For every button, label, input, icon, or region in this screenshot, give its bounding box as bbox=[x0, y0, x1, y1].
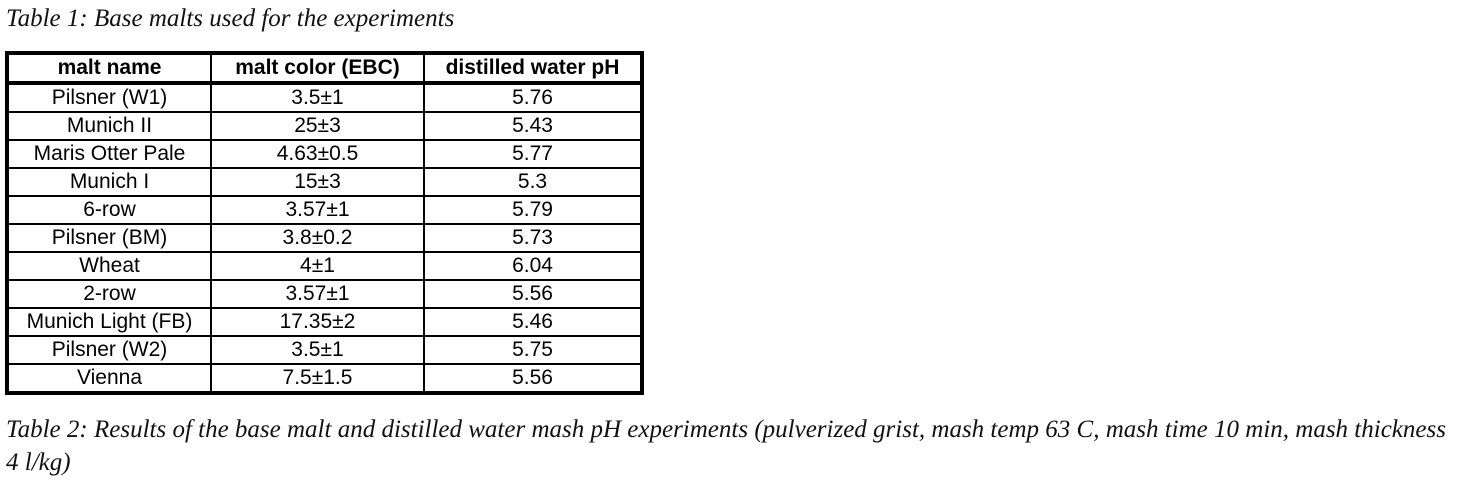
table-row: Munich I 15±3 5.3 bbox=[6, 167, 643, 197]
table-cell: 5.56 bbox=[423, 363, 643, 394]
table-cell: 6-row bbox=[6, 195, 212, 225]
table-cell: 5.73 bbox=[423, 223, 643, 253]
header-cell: malt name bbox=[6, 52, 212, 85]
table-row: Pilsner (BM) 3.8±0.2 5.73 bbox=[6, 223, 643, 253]
table-cell: 5.56 bbox=[423, 279, 643, 309]
table-row: Maris Otter Pale 4.63±0.5 5.77 bbox=[6, 139, 643, 169]
table: malt name malt color (EBC) distilled water… bbox=[5, 51, 644, 395]
table-cell: Pilsner (W1) bbox=[6, 82, 212, 113]
table-cell: 5.79 bbox=[423, 195, 643, 225]
table-cell: 5.3 bbox=[423, 167, 643, 197]
table-cell: 2-row bbox=[6, 279, 212, 309]
table-cell: Pilsner (BM) bbox=[6, 223, 212, 253]
table-cell: 5.43 bbox=[423, 111, 643, 141]
table-cell: Munich Light (FB) bbox=[6, 307, 212, 337]
table-cell: 7.5±1.5 bbox=[210, 363, 425, 394]
table-row: Pilsner (W1) 3.5±1 5.76 bbox=[6, 82, 643, 113]
table-cell: 3.5±1 bbox=[210, 335, 425, 365]
table-cell: Munich I bbox=[6, 167, 212, 197]
table-cell: 25±3 bbox=[210, 111, 425, 141]
table-row: 6-row 3.57±1 5.79 bbox=[6, 195, 643, 225]
caption: Table 1: Base malts used for the experim… bbox=[6, 5, 455, 32]
table-cell: Pilsner (W2) bbox=[6, 335, 212, 365]
table-cell: 5.46 bbox=[423, 307, 643, 337]
table-cell: Wheat bbox=[6, 251, 212, 281]
table-cell: 15±3 bbox=[210, 167, 425, 197]
table-cell: 3.57±1 bbox=[210, 195, 425, 225]
table-cell: 17.35±2 bbox=[210, 307, 425, 337]
header-cell: malt color (EBC) bbox=[210, 52, 425, 85]
table-cell: Vienna bbox=[6, 363, 212, 394]
table-row: Wheat 4±1 6.04 bbox=[6, 251, 643, 281]
table-cell: 5.75 bbox=[423, 335, 643, 365]
table-cell: Maris Otter Pale bbox=[6, 139, 212, 169]
table-cell: 3.57±1 bbox=[210, 279, 425, 309]
table-cell: 5.76 bbox=[423, 82, 643, 113]
table-cell: Munich II bbox=[6, 111, 212, 141]
table-row: Pilsner (W2) 3.5±1 5.75 bbox=[6, 335, 643, 365]
table-row: Munich II 25±3 5.43 bbox=[6, 111, 643, 141]
caption: Table 2: Results of the base malt and di… bbox=[6, 416, 1446, 476]
header-cell: distilled water pH bbox=[423, 52, 643, 85]
table-cell: 4±1 bbox=[210, 251, 425, 281]
table-row: 2-row 3.57±1 5.56 bbox=[6, 279, 643, 309]
table-row: Vienna 7.5±1.5 5.56 bbox=[6, 363, 643, 394]
header-row: malt name malt color (EBC) distilled water… bbox=[6, 52, 643, 85]
table-row: Munich Light (FB) 17.35±2 5.46 bbox=[6, 307, 643, 337]
table-cell: 6.04 bbox=[423, 251, 643, 281]
table-cell: 4.63±0.5 bbox=[210, 139, 425, 169]
table-cell: 3.5±1 bbox=[210, 82, 425, 113]
table-cell: 3.8±0.2 bbox=[210, 223, 425, 253]
table-cell: 5.77 bbox=[423, 139, 643, 169]
